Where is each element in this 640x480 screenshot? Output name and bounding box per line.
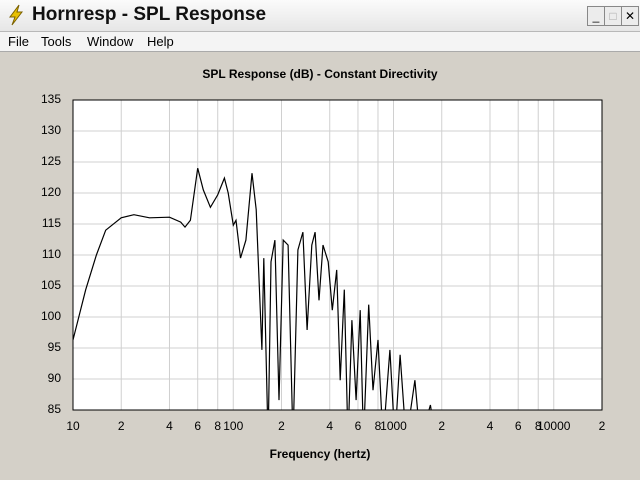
x-tick-label: 2 <box>118 419 125 433</box>
x-tick-label: 1000 <box>380 419 407 433</box>
chart: SPL Response (dB) - Constant Directivity… <box>41 67 606 461</box>
menu-item[interactable]: Tools <box>41 34 72 49</box>
x-tick-label: 4 <box>166 419 173 433</box>
maximize-button[interactable]: □ <box>604 6 622 26</box>
x-tick-label: 10000 <box>537 419 571 433</box>
menu-item[interactable]: File <box>8 34 29 49</box>
x-axis-label: Frequency (hertz) <box>270 447 371 461</box>
x-tick-label: 10 <box>66 419 80 433</box>
y-tick-label: 135 <box>41 92 61 106</box>
y-tick-label: 85 <box>48 402 62 416</box>
menu-bar: File Tools Window Help <box>0 32 640 52</box>
menu-item[interactable]: Window <box>87 34 134 49</box>
chart-title: SPL Response (dB) - Constant Directivity <box>202 67 437 81</box>
x-tick-label: 8 <box>535 419 542 433</box>
x-tick-label: 2 <box>599 419 606 433</box>
y-tick-label: 115 <box>42 216 61 230</box>
title-bar: Hornresp - SPL Response _ □ ✕ <box>0 0 640 32</box>
x-tick-label: 2 <box>278 419 285 433</box>
minimize-button[interactable]: _ <box>587 6 605 26</box>
y-tick-label: 105 <box>41 278 61 292</box>
window-title: Hornresp - SPL Response <box>32 4 267 25</box>
y-tick-label: 95 <box>48 340 62 354</box>
x-tick-label: 8 <box>214 419 221 433</box>
close-button[interactable]: ✕ <box>621 6 639 26</box>
y-tick-label: 130 <box>41 123 61 137</box>
y-tick-label: 100 <box>41 309 61 323</box>
y-tick-label: 90 <box>48 371 62 385</box>
y-tick-label: 110 <box>42 247 61 261</box>
x-tick-label: 6 <box>355 419 362 433</box>
x-tick-label: 6 <box>194 419 201 433</box>
x-tick-label: 4 <box>326 419 333 433</box>
x-tick-label: 4 <box>487 419 494 433</box>
x-tick-label: 2 <box>438 419 445 433</box>
y-tick-label: 125 <box>41 154 61 168</box>
menu-item[interactable]: Help <box>147 34 174 49</box>
y-tick-label: 120 <box>41 185 61 199</box>
x-tick-label: 100 <box>223 419 243 433</box>
spl-line <box>73 168 432 410</box>
x-tick-label: 6 <box>515 419 522 433</box>
plot-border <box>72 99 603 411</box>
x-tick-label: 8 <box>375 419 382 433</box>
app-icon <box>9 4 24 26</box>
